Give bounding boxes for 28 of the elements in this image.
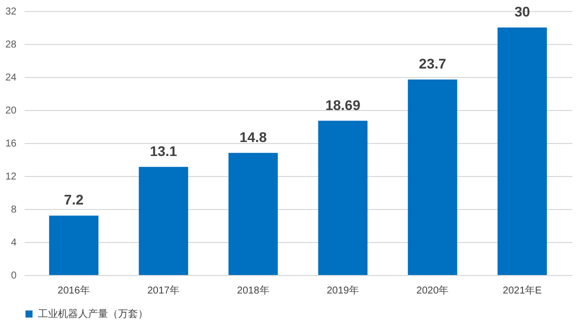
data-label: 30: [514, 4, 530, 20]
legend-label: 工业机器人产量（万套）: [38, 308, 148, 320]
bar: [498, 28, 547, 275]
y-tick-label: 12: [5, 172, 17, 182]
bar: [318, 120, 368, 275]
bar: [138, 166, 188, 275]
y-tick-label: 20: [5, 106, 17, 116]
y-tick-label: 8: [10, 204, 17, 216]
bar: [228, 152, 278, 275]
x-tick-label: 2018年: [237, 284, 270, 296]
data-label: 23.7: [418, 55, 446, 72]
y-tick-label: 16: [5, 138, 17, 150]
x-tick-label: 2017年: [147, 284, 180, 296]
data-label: 18.69: [325, 96, 361, 113]
data-label: 13.1: [150, 142, 178, 159]
x-tick-label: 2019年: [326, 284, 359, 296]
y-tick-label: 28: [5, 40, 17, 50]
x-tick-label: 2021年E: [502, 284, 542, 296]
y-tick-label: 4: [10, 238, 17, 248]
y-tick-label: 32: [5, 6, 17, 18]
y-tick-label: 0: [10, 270, 17, 282]
data-label: 14.8: [240, 128, 267, 145]
x-tick-label: 2020年: [416, 284, 449, 296]
x-tick-label: 2016年: [58, 284, 90, 296]
data-label: 7.2: [64, 192, 84, 208]
bar: [408, 79, 458, 275]
bar: [49, 216, 98, 275]
y-tick-label: 24: [5, 72, 17, 84]
